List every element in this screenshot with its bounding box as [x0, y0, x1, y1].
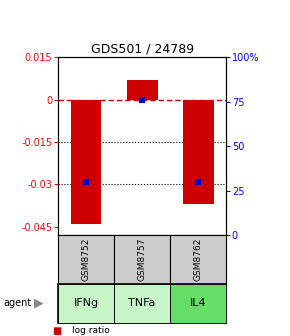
Bar [183, 99, 213, 204]
Bar [127, 80, 157, 99]
Text: TNFa: TNFa [128, 298, 156, 308]
Bar [70, 99, 102, 224]
Text: ■: ■ [52, 326, 61, 336]
Bar [114, 284, 170, 323]
Bar [114, 235, 170, 284]
Text: GSM8752: GSM8752 [81, 238, 90, 281]
Text: ▶: ▶ [34, 297, 44, 310]
Text: IL4: IL4 [190, 298, 206, 308]
Bar [170, 235, 226, 284]
Bar [58, 284, 114, 323]
Text: GSM8757: GSM8757 [137, 238, 147, 281]
Title: GDS501 / 24789: GDS501 / 24789 [90, 43, 194, 56]
Bar [170, 284, 226, 323]
Text: GSM8762: GSM8762 [194, 238, 203, 281]
Text: IFNg: IFNg [73, 298, 99, 308]
Text: agent: agent [3, 298, 31, 308]
Bar [58, 235, 114, 284]
Text: log ratio: log ratio [72, 327, 110, 335]
